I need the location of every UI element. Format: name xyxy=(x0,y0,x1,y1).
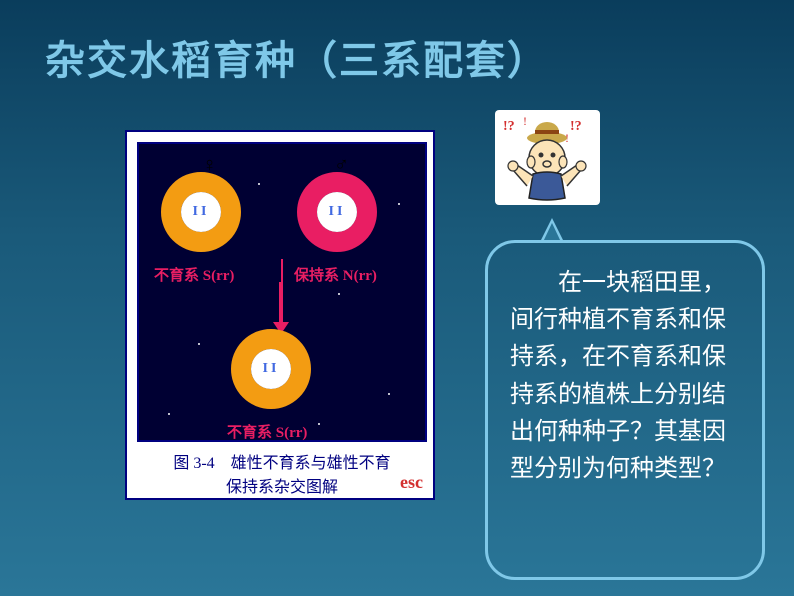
ring-maintainer: II xyxy=(297,172,377,252)
diagram-inner: ♀ ♂ II II 不育系 S(rr) 保持系 N(rr) II 不育系 S(r… xyxy=(137,142,427,442)
page-title: 杂交水稻育种（三系配套） xyxy=(0,0,794,86)
label-sterile-bottom: 不育系 S(rr) xyxy=(227,421,307,442)
speech-bubble: 在一块稻田里，间行种植不育系和保持系，在不育系和保持系的植株上分别结出何种种子？… xyxy=(485,240,765,580)
caption-line-1: 图 3-4 雄性不育系与雄性不育 xyxy=(173,455,390,472)
caption-line-2: 保持系杂交图解 xyxy=(226,479,338,496)
ring-center-2: II xyxy=(317,192,357,232)
ring-sterile-bottom: II xyxy=(231,329,311,409)
speech-text: 在一块稻田里，间行种植不育系和保持系，在不育系和保持系的植株上分别结出何种种子？… xyxy=(510,265,740,488)
diagram-container: ♀ ♂ II II 不育系 S(rr) 保持系 N(rr) II 不育系 S(r… xyxy=(125,130,435,500)
diagram-caption: 图 3-4 雄性不育系与雄性不育 保持系杂交图解 xyxy=(137,452,427,500)
label-sterile-top: 不育系 S(rr) xyxy=(154,264,234,285)
ring-center-1: II xyxy=(181,192,221,232)
esc-label: esc xyxy=(400,472,423,493)
svg-text:!: ! xyxy=(523,114,527,128)
speech-bubble-container: 在一块稻田里，间行种植不育系和保持系，在不育系和保持系的植株上分别结出何种种子？… xyxy=(485,240,765,585)
svg-text:!?: !? xyxy=(570,119,582,134)
ring-center-3: II xyxy=(251,349,291,389)
svg-text:!?: !? xyxy=(503,119,515,134)
cartoon-character: !? !? ! ! xyxy=(495,110,600,205)
label-maintainer: 保持系 N(rr) xyxy=(294,264,377,285)
cross-arrow xyxy=(279,282,283,324)
ring-sterile-top: II xyxy=(161,172,241,252)
speech-tail xyxy=(540,218,564,242)
